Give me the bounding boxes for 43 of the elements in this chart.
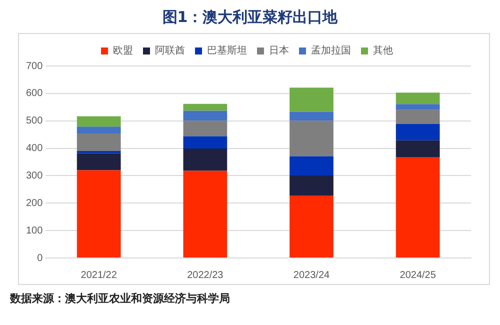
bar	[396, 104, 440, 110]
bar	[76, 116, 121, 127]
bar	[290, 175, 334, 196]
bar	[76, 153, 121, 170]
bar	[396, 124, 440, 140]
x-tick-label: 2022/23	[187, 270, 224, 281]
legend-label: 巴基斯坦	[207, 44, 247, 57]
y-tick-label: 600	[26, 88, 44, 100]
bar	[76, 133, 121, 152]
y-tick-label: 700	[26, 60, 44, 72]
legend-label: 日本	[269, 44, 289, 57]
bar	[290, 120, 334, 156]
legend-label: 欧盟	[113, 44, 133, 57]
bar	[396, 110, 440, 124]
bar	[183, 104, 228, 111]
bar	[290, 88, 334, 112]
legend-label: 阿联酋	[155, 44, 185, 57]
bar	[76, 126, 121, 134]
legend-label: 其他	[373, 44, 393, 57]
y-tick-label: 100	[26, 225, 44, 236]
x-tick-label: 2021/22	[80, 270, 118, 281]
y-tick-label: 300	[26, 170, 44, 182]
bar	[183, 170, 228, 258]
y-tick-label: 0	[37, 252, 44, 264]
bar	[290, 112, 334, 121]
bar	[290, 156, 334, 176]
bar	[290, 195, 334, 258]
bar	[76, 170, 121, 258]
x-tick-label: 2023/24	[293, 270, 330, 281]
y-tick-label: 400	[26, 143, 44, 154]
bar	[396, 157, 440, 258]
bar	[183, 120, 228, 136]
y-tick-label: 500	[26, 116, 44, 127]
bar	[396, 140, 440, 158]
chart-title: 图1：澳大利亚菜籽出口地	[161, 8, 339, 27]
y-tick-label: 200	[26, 198, 44, 209]
source-note: 数据来源：澳大利亚农业和资源经济与科学局	[10, 291, 231, 306]
bar	[396, 92, 440, 104]
bar	[183, 110, 228, 121]
bar	[183, 136, 228, 149]
legend-label: 孟加拉国	[311, 44, 351, 57]
bar	[183, 148, 228, 171]
x-tick-label: 2024/25	[400, 270, 436, 281]
